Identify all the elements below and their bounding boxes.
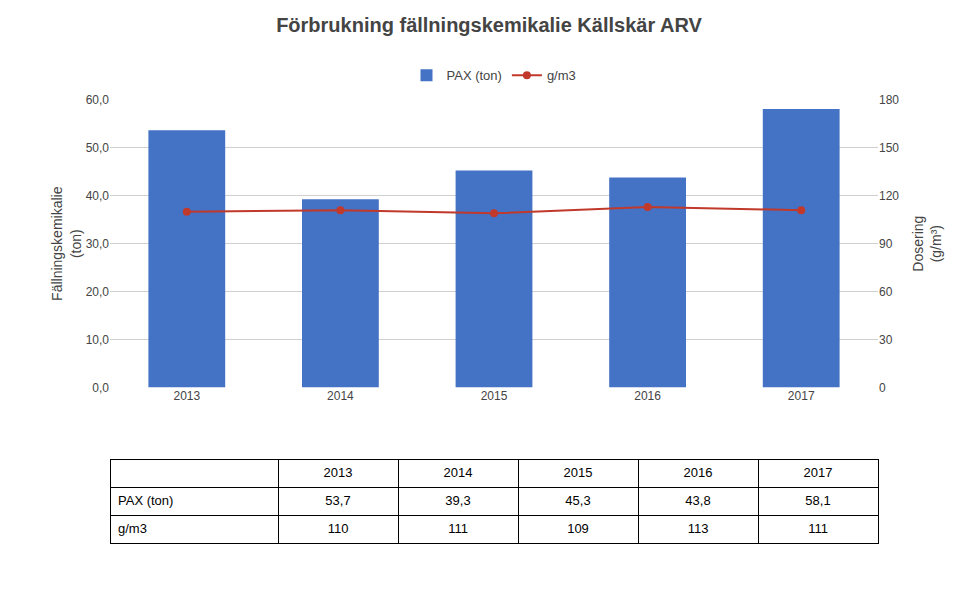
svg-text:PAX (ton): PAX (ton) <box>118 493 173 508</box>
svg-text:111: 111 <box>448 521 468 536</box>
svg-text:30,0: 30,0 <box>86 237 110 251</box>
svg-text:40,0: 40,0 <box>86 189 110 203</box>
svg-text:20,0: 20,0 <box>86 285 110 299</box>
svg-text:Dosering(g/m³): Dosering(g/m³) <box>910 216 944 272</box>
svg-text:109: 109 <box>567 521 589 536</box>
svg-text:2017: 2017 <box>788 389 815 403</box>
svg-text:90: 90 <box>879 237 893 251</box>
svg-text:PAX (ton): PAX (ton) <box>447 68 502 83</box>
svg-text:2013: 2013 <box>173 389 200 403</box>
svg-text:2017: 2017 <box>804 465 833 480</box>
svg-text:43,8: 43,8 <box>685 493 710 508</box>
svg-text:2014: 2014 <box>444 465 473 480</box>
svg-text:2014: 2014 <box>327 389 354 403</box>
svg-text:10,0: 10,0 <box>86 333 110 347</box>
svg-text:60: 60 <box>879 285 893 299</box>
svg-text:110: 110 <box>328 521 349 536</box>
svg-text:2015: 2015 <box>564 465 593 480</box>
svg-text:58,1: 58,1 <box>805 493 830 508</box>
svg-text:150: 150 <box>879 141 899 155</box>
svg-text:53,7: 53,7 <box>325 493 350 508</box>
svg-text:Förbrukning fällningskemikalie: Förbrukning fällningskemikalie Källskär … <box>276 14 702 36</box>
svg-text:2015: 2015 <box>481 389 508 403</box>
svg-text:g/m3: g/m3 <box>547 68 576 83</box>
svg-text:0: 0 <box>879 381 886 395</box>
svg-text:60,0: 60,0 <box>86 93 110 107</box>
svg-text:2013: 2013 <box>324 465 353 480</box>
svg-text:180: 180 <box>879 93 899 107</box>
svg-text:g/m3: g/m3 <box>118 521 147 536</box>
svg-text:50,0: 50,0 <box>86 141 110 155</box>
svg-text:39,3: 39,3 <box>445 493 470 508</box>
svg-text:Fällningskemikalie(ton): Fällningskemikalie(ton) <box>49 186 83 301</box>
svg-text:45,3: 45,3 <box>565 493 590 508</box>
svg-text:2016: 2016 <box>634 389 661 403</box>
svg-text:111: 111 <box>808 521 828 536</box>
svg-text:30: 30 <box>879 333 893 347</box>
svg-text:120: 120 <box>879 189 899 203</box>
svg-text:0,0: 0,0 <box>92 381 109 395</box>
svg-text:2016: 2016 <box>684 465 713 480</box>
svg-text:113: 113 <box>688 521 709 536</box>
